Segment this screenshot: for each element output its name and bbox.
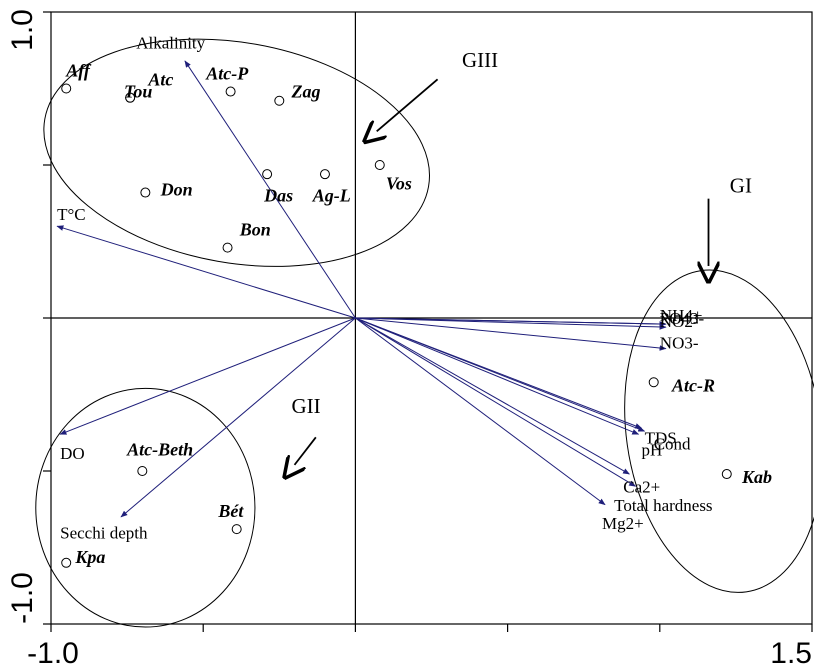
variable-arrow-cond	[355, 317, 646, 432]
site-label-atc: Atc	[147, 69, 173, 89]
variable-arrow-do	[59, 317, 356, 435]
group-ellipse-gii	[35, 387, 256, 628]
variable-arrow-no3	[355, 317, 667, 351]
group-label-gi: GI	[730, 174, 752, 198]
site-point-atc-beth	[137, 466, 148, 476]
site-point-kpa	[61, 557, 72, 568]
variable-arrows	[56, 60, 667, 518]
variable-label-alkalinity: Alkalinity	[136, 34, 205, 53]
site-label-das: Das	[263, 186, 293, 206]
site-label-atc-beth: Atc-Beth	[126, 440, 193, 460]
variable-arrow-ca2	[355, 317, 630, 475]
variable-label-no2: NO2-	[660, 312, 699, 331]
group-label-gii: GII	[291, 394, 320, 418]
x-tick-label: 1.5	[770, 637, 812, 670]
variable-arrow-alkalinity	[184, 60, 356, 319]
x-tick-label: -1.0	[27, 637, 79, 670]
site-point-zag	[274, 95, 285, 106]
group-label-giii: GIII	[462, 48, 498, 72]
site-label-ag-l: Ag-L	[312, 186, 351, 206]
site-label-kab: Kab	[741, 467, 772, 487]
site-label-atc-r: Atc-R	[671, 375, 715, 395]
variable-arrow-secchi-depth	[120, 317, 356, 518]
variable-label-ca2: Ca2+	[623, 477, 660, 496]
variable-label-secchi-depth: Secchi depth	[60, 523, 148, 542]
site-point-kab	[721, 469, 732, 480]
site-point-atc-p	[225, 86, 236, 97]
site-label-kpa: Kpa	[74, 547, 105, 567]
variable-label-tds: TDS	[645, 428, 677, 447]
site-point-ag-l	[319, 169, 330, 180]
site-label-don: Don	[160, 180, 193, 200]
group-ellipse-gi	[624, 269, 814, 593]
variable-arrow-ph	[355, 317, 640, 435]
variable-label-ph: pH	[642, 441, 663, 460]
site-label-bon: Bon	[239, 219, 271, 239]
variable-arrow-t-c	[56, 225, 356, 319]
variable-label-t-c: T°C	[57, 205, 86, 224]
site-point-aff	[61, 83, 72, 94]
y-tick-label: -1.0	[6, 572, 39, 624]
variable-label-po43: PO43-	[660, 309, 705, 328]
group-pointer-gii	[295, 436, 317, 465]
group-ellipse-giii	[43, 38, 430, 267]
site-label-atc-p: Atc-P	[205, 63, 249, 83]
site-point-bon	[222, 242, 233, 253]
site-label-b-t: Bét	[217, 501, 244, 521]
site-label-aff: Aff	[65, 60, 92, 80]
variable-label-mg2: Mg2+	[602, 514, 644, 533]
y-tick-label: 1.0	[6, 9, 39, 51]
chart-labels: Alkalinity T°C DO Secchi depth NH4+NO2-PO43-…	[57, 34, 772, 567]
site-point-atc	[125, 92, 136, 103]
site-point-don	[140, 187, 151, 198]
variable-arrow-total-hardness	[355, 317, 637, 487]
site-points	[61, 83, 732, 568]
site-point-das	[262, 169, 273, 180]
site-label-zag: Zag	[290, 82, 320, 102]
site-point-vos	[374, 160, 385, 170]
site-label-tou: Tou	[124, 82, 152, 102]
variable-arrow-no2	[355, 317, 667, 330]
variable-label-nh4: NH4+	[660, 306, 703, 325]
group-pointer-giii	[377, 78, 439, 131]
site-label-vos: Vos	[386, 173, 412, 193]
variable-arrow-mg2	[355, 317, 606, 506]
variable-arrow-po43	[355, 317, 667, 327]
axis-ticks: -1.0 1.5 1.0 -1.0	[6, 9, 813, 670]
site-point-atc-r	[648, 377, 659, 388]
variable-label-do: DO	[60, 444, 85, 463]
variable-label-cond: Cond	[654, 435, 691, 454]
variable-label-total-hardness: Total hardness	[614, 496, 712, 515]
site-point-b-t	[231, 524, 242, 535]
group-ellipses: GIII GI GII	[35, 38, 814, 628]
variable-label-no3: NO3-	[660, 334, 699, 353]
